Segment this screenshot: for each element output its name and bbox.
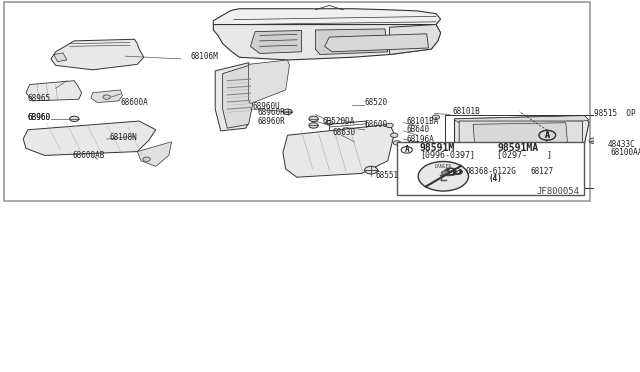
- Text: 68960U: 68960U: [252, 102, 280, 111]
- Bar: [397, 142, 584, 195]
- Polygon shape: [390, 25, 440, 55]
- Circle shape: [103, 95, 110, 99]
- Circle shape: [309, 123, 318, 128]
- Polygon shape: [215, 63, 250, 131]
- Text: DANGER: DANGER: [435, 164, 452, 169]
- Text: 68600: 68600: [365, 120, 388, 129]
- Polygon shape: [223, 64, 255, 128]
- Text: S: S: [449, 169, 453, 175]
- Bar: [495, 300, 584, 332]
- Polygon shape: [454, 116, 589, 123]
- Circle shape: [418, 161, 468, 191]
- Text: [0996-0397]: [0996-0397]: [420, 150, 475, 159]
- Circle shape: [432, 115, 440, 119]
- Polygon shape: [473, 151, 501, 161]
- Text: A: A: [404, 145, 409, 154]
- Polygon shape: [213, 25, 440, 60]
- Text: 68960R: 68960R: [258, 108, 285, 118]
- Text: AVERTISSEMENT: AVERTISSEMENT: [524, 319, 555, 323]
- Text: 98591M: 98591M: [420, 143, 455, 153]
- Text: 68551: 68551: [376, 171, 399, 180]
- Text: A: A: [545, 131, 550, 140]
- Circle shape: [452, 169, 463, 175]
- Polygon shape: [515, 165, 540, 174]
- Text: 68600A: 68600A: [120, 98, 148, 107]
- Circle shape: [394, 141, 401, 145]
- Bar: [497, 310, 582, 313]
- Text: 68196A: 68196A: [406, 135, 434, 144]
- Circle shape: [442, 171, 449, 175]
- Text: 68960: 68960: [28, 113, 51, 122]
- Circle shape: [309, 116, 318, 122]
- Polygon shape: [454, 116, 589, 157]
- Polygon shape: [250, 31, 301, 54]
- Bar: [497, 328, 582, 331]
- Text: S: S: [456, 169, 459, 174]
- Text: 48433C: 48433C: [607, 140, 636, 149]
- Text: 6B520DA: 6B520DA: [323, 116, 355, 126]
- Polygon shape: [213, 9, 440, 33]
- Text: [0297-    ]: [0297- ]: [497, 150, 552, 159]
- Bar: [495, 319, 584, 323]
- Circle shape: [365, 166, 378, 174]
- Polygon shape: [473, 123, 568, 148]
- Polygon shape: [51, 39, 144, 70]
- Polygon shape: [459, 121, 582, 154]
- Text: 6B960: 6B960: [28, 113, 51, 122]
- Text: JF800054: JF800054: [537, 187, 580, 196]
- Polygon shape: [533, 151, 566, 161]
- Polygon shape: [283, 124, 394, 177]
- Text: 68520: 68520: [365, 98, 388, 107]
- Polygon shape: [23, 121, 156, 155]
- Text: 08368-6122G: 08368-6122G: [466, 167, 516, 176]
- Text: (4): (4): [489, 174, 503, 183]
- Text: AIRBAG: AIRBAG: [531, 300, 548, 305]
- Text: 68960R: 68960R: [258, 117, 285, 126]
- Circle shape: [386, 123, 394, 128]
- Text: A: A: [545, 131, 550, 140]
- Text: 68965: 68965: [28, 94, 51, 103]
- Bar: [495, 300, 584, 305]
- Circle shape: [483, 154, 491, 159]
- Text: 68100AA: 68100AA: [611, 148, 640, 157]
- Circle shape: [589, 138, 598, 144]
- Polygon shape: [248, 60, 289, 104]
- Text: (4): (4): [489, 174, 503, 183]
- Circle shape: [390, 133, 398, 137]
- Bar: [497, 314, 582, 317]
- Bar: [445, 115, 617, 188]
- Text: 68108N: 68108N: [109, 133, 137, 142]
- Text: 68630: 68630: [332, 128, 355, 137]
- Polygon shape: [54, 53, 67, 62]
- Bar: [497, 305, 582, 308]
- Text: 68600AB: 68600AB: [72, 151, 105, 160]
- Text: 98591MA: 98591MA: [497, 143, 539, 153]
- Circle shape: [545, 154, 553, 159]
- Bar: [497, 324, 582, 327]
- Text: 68101B: 68101B: [452, 107, 481, 116]
- Polygon shape: [26, 81, 82, 101]
- Polygon shape: [316, 29, 388, 55]
- Circle shape: [326, 121, 333, 125]
- Polygon shape: [91, 90, 122, 103]
- Text: 68106M: 68106M: [190, 52, 218, 61]
- Polygon shape: [138, 142, 172, 166]
- Text: 6B640: 6B640: [406, 125, 429, 134]
- Text: 98515  OP: 98515 OP: [594, 109, 636, 118]
- Text: 68101BA: 68101BA: [406, 116, 438, 126]
- Polygon shape: [324, 34, 429, 52]
- Circle shape: [444, 168, 458, 176]
- Circle shape: [283, 109, 292, 115]
- Circle shape: [143, 157, 150, 161]
- Circle shape: [70, 116, 79, 122]
- Text: 68127: 68127: [531, 167, 554, 176]
